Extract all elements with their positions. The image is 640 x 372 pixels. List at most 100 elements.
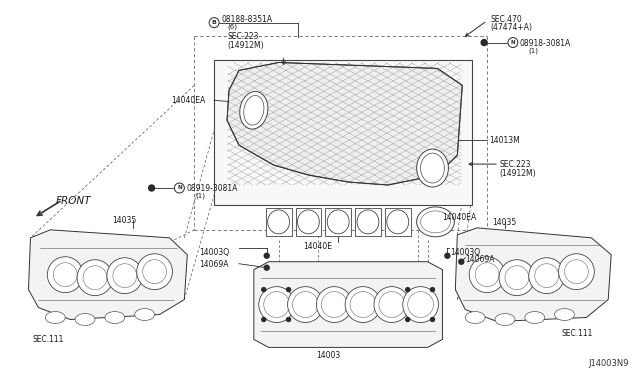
- Polygon shape: [29, 230, 188, 320]
- Circle shape: [431, 288, 435, 292]
- Circle shape: [481, 39, 487, 45]
- Ellipse shape: [357, 210, 379, 234]
- Bar: [266, 208, 292, 236]
- Text: SEC.111: SEC.111: [33, 336, 64, 344]
- Circle shape: [505, 266, 529, 290]
- Circle shape: [459, 259, 464, 264]
- Text: N: N: [511, 40, 515, 45]
- Text: N: N: [177, 186, 182, 190]
- Text: 14003: 14003: [316, 352, 340, 360]
- Text: 08188-8351A: 08188-8351A: [221, 15, 272, 24]
- Ellipse shape: [525, 311, 545, 324]
- Text: 08918-3081A: 08918-3081A: [520, 39, 571, 48]
- Circle shape: [475, 263, 499, 286]
- Text: (14912M): (14912M): [227, 41, 264, 49]
- Circle shape: [529, 258, 564, 294]
- Bar: [214, 61, 472, 205]
- Circle shape: [408, 292, 433, 318]
- Circle shape: [564, 260, 588, 283]
- Circle shape: [345, 286, 381, 323]
- Text: B: B: [212, 20, 216, 25]
- Ellipse shape: [268, 210, 289, 234]
- Text: J14003N9: J14003N9: [588, 359, 629, 368]
- Text: 14003Q: 14003Q: [451, 248, 481, 257]
- Circle shape: [379, 292, 404, 318]
- Circle shape: [350, 292, 376, 318]
- Circle shape: [403, 286, 438, 323]
- Text: 14035: 14035: [112, 216, 136, 225]
- Ellipse shape: [327, 210, 349, 234]
- Text: SEC.111: SEC.111: [561, 330, 593, 339]
- Bar: [355, 208, 381, 236]
- Text: 14003Q: 14003Q: [199, 248, 229, 257]
- Circle shape: [508, 38, 518, 48]
- Circle shape: [559, 254, 595, 290]
- Ellipse shape: [45, 311, 65, 324]
- Circle shape: [148, 185, 154, 191]
- Bar: [325, 208, 351, 236]
- Circle shape: [287, 288, 291, 292]
- Circle shape: [107, 258, 143, 294]
- Circle shape: [77, 260, 113, 296]
- Text: (1): (1): [195, 193, 205, 199]
- Bar: [296, 208, 321, 236]
- Text: 14013M: 14013M: [489, 136, 520, 145]
- Circle shape: [137, 254, 172, 290]
- Circle shape: [374, 286, 410, 323]
- Text: 14040EA: 14040EA: [172, 96, 205, 105]
- Ellipse shape: [298, 210, 319, 234]
- Circle shape: [113, 264, 137, 288]
- Text: (47474+A): (47474+A): [490, 23, 532, 32]
- Text: (1): (1): [529, 48, 539, 54]
- Circle shape: [264, 292, 289, 318]
- Circle shape: [445, 253, 450, 258]
- Circle shape: [83, 266, 107, 290]
- Circle shape: [53, 263, 77, 286]
- Text: SEC.223: SEC.223: [499, 160, 531, 169]
- Ellipse shape: [555, 308, 575, 321]
- Circle shape: [535, 264, 559, 288]
- Text: 14035: 14035: [492, 218, 516, 227]
- Ellipse shape: [417, 149, 449, 187]
- Circle shape: [262, 288, 266, 292]
- Circle shape: [287, 286, 323, 323]
- Circle shape: [406, 288, 410, 292]
- Ellipse shape: [465, 311, 485, 324]
- Circle shape: [499, 260, 535, 296]
- Ellipse shape: [240, 92, 268, 129]
- Ellipse shape: [105, 311, 125, 324]
- Polygon shape: [254, 262, 442, 347]
- Text: SEC.223: SEC.223: [227, 32, 259, 41]
- Circle shape: [175, 183, 184, 193]
- Ellipse shape: [75, 314, 95, 326]
- Circle shape: [262, 318, 266, 321]
- Circle shape: [143, 260, 166, 283]
- Text: (14912M): (14912M): [499, 169, 536, 178]
- Polygon shape: [227, 62, 462, 185]
- Circle shape: [287, 318, 291, 321]
- Circle shape: [209, 17, 219, 28]
- Circle shape: [264, 253, 269, 258]
- Bar: [385, 208, 411, 236]
- Circle shape: [406, 318, 410, 321]
- Circle shape: [292, 292, 318, 318]
- Circle shape: [259, 286, 294, 323]
- Ellipse shape: [134, 308, 154, 321]
- Text: SEC.470: SEC.470: [490, 15, 522, 24]
- Circle shape: [47, 257, 83, 293]
- Text: 08919-3081A: 08919-3081A: [186, 184, 237, 193]
- Circle shape: [321, 292, 347, 318]
- Text: 14069A: 14069A: [199, 260, 228, 269]
- Circle shape: [264, 265, 269, 270]
- Text: 14040E: 14040E: [303, 242, 332, 251]
- Polygon shape: [455, 228, 611, 321]
- Ellipse shape: [495, 314, 515, 326]
- Ellipse shape: [417, 207, 454, 237]
- Text: 14069A: 14069A: [465, 255, 495, 264]
- Text: (6): (6): [227, 23, 237, 30]
- Circle shape: [469, 257, 505, 293]
- Circle shape: [316, 286, 352, 323]
- Circle shape: [431, 318, 435, 321]
- Text: FRONT: FRONT: [55, 196, 91, 206]
- Text: 14040EA: 14040EA: [442, 213, 477, 222]
